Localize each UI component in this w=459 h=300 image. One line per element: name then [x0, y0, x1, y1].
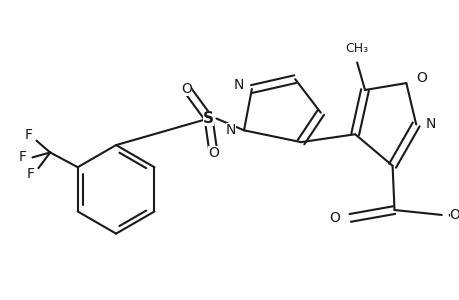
- Text: F: F: [24, 128, 33, 142]
- Text: F: F: [27, 167, 34, 181]
- Text: O: O: [181, 82, 192, 96]
- Text: CH₃: CH₃: [345, 42, 368, 55]
- Text: N: N: [425, 117, 436, 131]
- Text: F: F: [19, 150, 27, 164]
- Text: O: O: [415, 71, 426, 85]
- Text: S: S: [202, 111, 213, 126]
- Text: O: O: [207, 146, 218, 160]
- Text: N: N: [233, 78, 243, 92]
- Text: O: O: [448, 208, 459, 222]
- Text: N: N: [225, 123, 235, 137]
- Text: O: O: [329, 211, 340, 225]
